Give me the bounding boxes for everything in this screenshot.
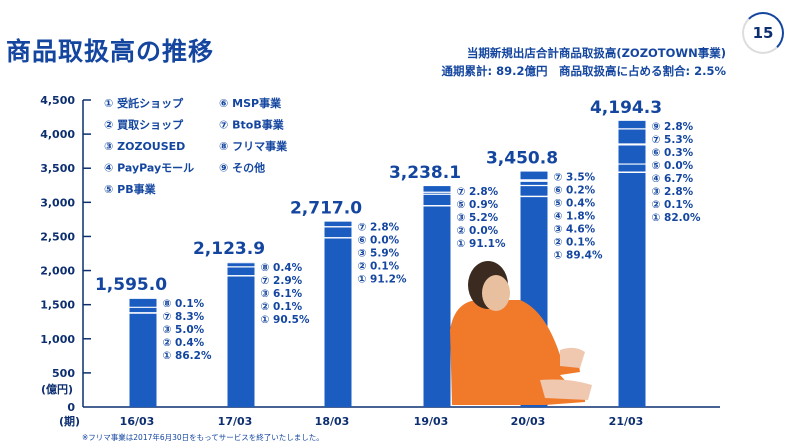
legend-item: ⑦ BtoB事業 (219, 118, 285, 132)
breakdown-label: ⑦ 8.3% (163, 311, 205, 323)
legend-item: ⑨ その他 (219, 161, 265, 175)
legend-item: ① 受託ショップ (104, 96, 184, 110)
breakdown-label: ① 91.1% (457, 238, 506, 250)
breakdown-label: ⑦ 2.8% (457, 186, 499, 198)
y-tick-label: 2,500 (40, 230, 75, 243)
breakdown-label: ④ 6.7% (652, 173, 694, 185)
bar-21/03 (618, 120, 646, 407)
y-tick-label: 2,000 (40, 265, 75, 278)
x-tick-label: 16/03 (120, 415, 155, 428)
page-number-badge: 15 (742, 12, 784, 54)
bar-total-label: 2,123.9 (193, 239, 265, 259)
bar-16/03 (129, 298, 157, 407)
footnote: ※フリマ事業は2017年6月30日をもってサービスを終了いたしました。 (82, 433, 324, 442)
breakdown-label: ⑨ 2.8% (652, 121, 694, 133)
legend-item: ⑤ PB事業 (104, 182, 157, 196)
breakdown-label: ② 0.1% (554, 237, 596, 249)
y-axis-unit: (億円) (41, 382, 73, 396)
breakdown-label: ⑤ 0.4% (554, 198, 596, 210)
page-title: 商品取扱高の推移 (6, 37, 215, 66)
x-axis-unit: (期) (59, 414, 80, 428)
y-tick-label: 1,500 (40, 299, 75, 312)
breakdown-label: ⑤ 0.9% (457, 199, 499, 211)
breakdown-label: ④ 1.8% (554, 211, 596, 223)
bar-total-label: 3,238.1 (389, 163, 461, 183)
breakdown-label: ⑧ 0.4% (261, 262, 303, 274)
legend-item: ② 買取ショップ (104, 118, 184, 132)
breakdown-label: ② 0.0% (457, 225, 499, 237)
breakdown-label: ⑦ 3.5% (554, 172, 596, 184)
y-tick-label: 3,000 (40, 196, 75, 209)
new-store-caption: 当期新規出店合計商品取扱高(ZOZOTOWN事業) (466, 46, 726, 60)
x-tick-label: 17/03 (218, 415, 253, 428)
breakdown-label: ③ 4.6% (554, 224, 596, 236)
y-tick-label: 0 (67, 401, 75, 414)
breakdown-label: ① 86.2% (163, 350, 212, 362)
x-tick-label: 21/03 (609, 415, 644, 428)
breakdown-label: ③ 6.1% (261, 288, 303, 300)
y-tick-label: 500 (52, 367, 75, 380)
breakdown-label: ② 0.1% (358, 261, 400, 273)
x-tick-label: 20/03 (511, 415, 546, 428)
breakdown-label: ⑦ 2.8% (358, 222, 400, 234)
legend-item: ⑥ MSP事業 (219, 96, 282, 110)
presenter-photo (450, 261, 592, 405)
breakdown-label: ⑦ 5.3% (652, 134, 694, 146)
y-tick-label: 4,000 (40, 128, 75, 141)
legend-item: ④ PayPayモール (104, 162, 194, 175)
bar-total-label: 3,450.8 (486, 149, 558, 169)
breakdown-label: ③ 5.2% (457, 212, 499, 224)
breakdown-label: ① 82.0% (652, 212, 701, 224)
breakdown-label: ⑥ 0.2% (554, 185, 596, 197)
breakdown-label: ⑤ 0.0% (652, 160, 694, 172)
breakdown-label: ⑧ 0.1% (163, 298, 205, 310)
breakdown-label: ① 89.4% (554, 250, 603, 262)
breakdown-label: ③ 5.0% (163, 324, 205, 336)
breakdown-label: ⑦ 2.9% (261, 275, 303, 287)
breakdown-label: ⑥ 0.3% (652, 147, 694, 159)
bar-total-label: 2,717.0 (290, 199, 362, 219)
bar-total-label: 4,194.3 (590, 98, 662, 118)
bar-18/03 (324, 221, 352, 407)
breakdown-label: ② 0.1% (652, 199, 694, 211)
breakdown-label: ① 91.2% (358, 274, 407, 286)
new-store-summary: 通期累計: 89.2億円 商品取扱高に占める割合: 2.5% (441, 64, 726, 78)
breakdown-label: ③ 2.8% (652, 186, 694, 198)
x-tick-label: 19/03 (414, 415, 449, 428)
breakdown-label: ① 90.5% (261, 314, 310, 326)
y-tick-label: 3,500 (40, 162, 75, 175)
bar-17/03 (227, 262, 255, 407)
y-tick-label: 4,500 (40, 94, 75, 107)
y-tick-label: 1,000 (40, 333, 75, 346)
breakdown-label: ② 0.1% (261, 301, 303, 313)
breakdown-label: ③ 5.9% (358, 248, 400, 260)
bar-19/03 (423, 186, 451, 407)
breakdown-label: ⑥ 0.0% (358, 235, 400, 247)
legend-item: ③ ZOZOUSED (104, 140, 185, 153)
x-tick-label: 18/03 (315, 415, 350, 428)
bar-total-label: 1,595.0 (95, 275, 167, 295)
breakdown-label: ② 0.4% (163, 337, 205, 349)
legend-item: ⑧ フリマ事業 (219, 139, 288, 153)
